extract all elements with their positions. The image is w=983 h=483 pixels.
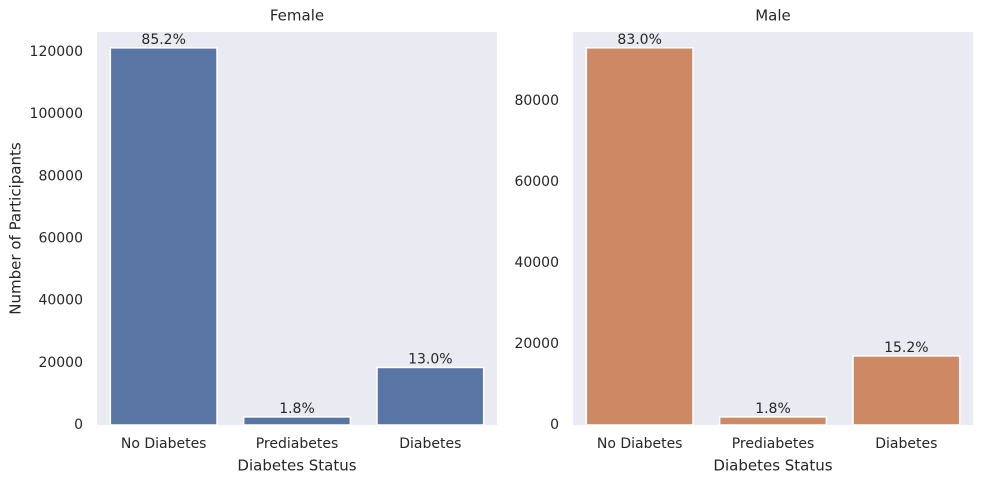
y-tick-label: 60000: [514, 174, 559, 190]
y-tick-label: 80000: [38, 168, 83, 184]
chart-title: Female: [270, 7, 324, 25]
y-tick-label: 0: [550, 417, 559, 433]
bar: [585, 47, 694, 426]
bar: [376, 366, 485, 426]
value-label: 1.8%: [755, 401, 791, 417]
y-tick-label: 20000: [38, 355, 83, 371]
y-tick-label: 60000: [38, 230, 83, 246]
value-label: 1.8%: [279, 401, 315, 417]
y-tick-label: 20000: [514, 336, 559, 352]
x-tick-label: Prediabetes: [732, 436, 815, 452]
x-tick-label: Diabetes: [875, 436, 937, 452]
value-label: 85.2%: [141, 32, 185, 48]
value-label: 13.0%: [408, 351, 452, 367]
y-axis-label: Number of Participants: [7, 142, 25, 315]
bar: [852, 355, 961, 426]
x-axis-label: Diabetes Status: [237, 457, 356, 475]
x-tick-label: No Diabetes: [121, 436, 207, 452]
y-tick-label: 100000: [30, 106, 83, 122]
bar: [718, 416, 828, 426]
x-tick-label: Prediabetes: [256, 436, 339, 452]
x-axis-label: Diabetes Status: [713, 457, 832, 475]
chart-title: Male: [755, 7, 791, 25]
y-tick-label: 40000: [514, 255, 559, 271]
value-label: 83.0%: [617, 32, 661, 48]
x-tick-label: Diabetes: [399, 436, 461, 452]
y-tick-label: 40000: [38, 293, 83, 309]
y-tick-label: 120000: [30, 44, 83, 60]
bar: [242, 416, 352, 426]
x-tick-label: No Diabetes: [597, 436, 683, 452]
y-tick-label: 80000: [514, 93, 559, 109]
y-tick-label: 0: [74, 417, 83, 433]
bar: [109, 47, 218, 426]
value-label: 15.2%: [884, 340, 928, 356]
